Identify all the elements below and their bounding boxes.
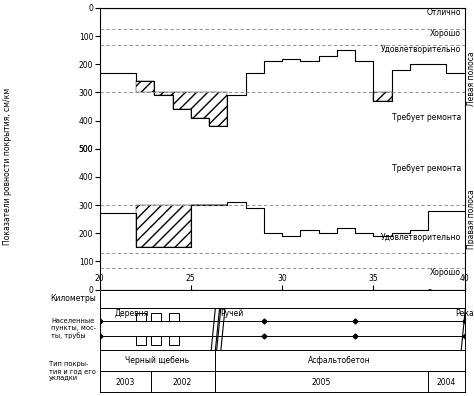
Text: Деревня: Деревня: [114, 309, 148, 318]
Bar: [169, 312, 179, 321]
Text: Хорошо: Хорошо: [430, 29, 461, 38]
Text: Река: Река: [456, 309, 474, 318]
Bar: [151, 312, 161, 321]
Bar: [169, 336, 179, 345]
Text: Черный щебень: Черный щебень: [125, 356, 189, 365]
Text: 2002: 2002: [173, 378, 192, 387]
Y-axis label: Населенные
пункты, мос-
ты, трубы: Населенные пункты, мос- ты, трубы: [51, 318, 96, 339]
Bar: [136, 312, 146, 321]
Text: 2005: 2005: [311, 378, 331, 387]
Text: Требует ремонта: Требует ремонта: [392, 164, 461, 173]
Bar: [151, 336, 161, 345]
Text: Отлично: Отлично: [427, 289, 461, 298]
Y-axis label: Левая полоса: Левая полоса: [467, 51, 474, 106]
Y-axis label: Тип покры-
тия и год его
укладки: Тип покры- тия и год его укладки: [49, 361, 96, 381]
Text: Требует ремонта: Требует ремонта: [392, 113, 461, 122]
Text: Удовлетворительно: Удовлетворительно: [381, 44, 461, 53]
Text: Удовлетворительно: Удовлетворительно: [381, 233, 461, 242]
Text: Ручей: Ручей: [220, 309, 243, 318]
Text: Отлично: Отлично: [427, 8, 461, 17]
Text: 2004: 2004: [437, 378, 456, 387]
Y-axis label: Правая полоса: Правая полоса: [467, 189, 474, 249]
Text: Асфальтобетон: Асфальтобетон: [308, 356, 371, 365]
Text: Хорошо: Хорошо: [430, 268, 461, 278]
Text: Показатели ровности покрытия, см/км: Показатели ровности покрытия, см/км: [3, 88, 11, 245]
Y-axis label: Километры: Километры: [50, 294, 96, 303]
Bar: [136, 336, 146, 345]
Text: 2003: 2003: [115, 378, 135, 387]
